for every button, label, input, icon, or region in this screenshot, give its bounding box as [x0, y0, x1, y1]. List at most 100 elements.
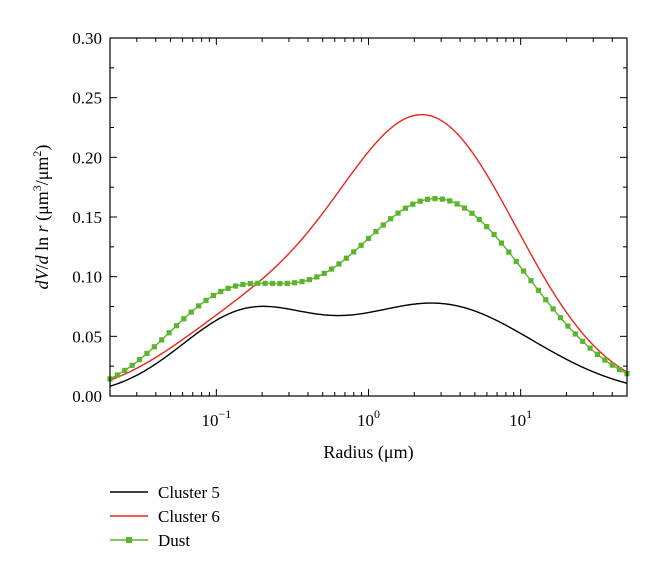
legend-label: Cluster 5 — [158, 483, 220, 502]
data-point — [373, 229, 379, 235]
data-point — [484, 224, 490, 230]
data-point — [181, 316, 187, 322]
data-point — [151, 344, 157, 350]
y-tick-label: 0.00 — [72, 387, 102, 406]
data-point — [144, 350, 150, 357]
y-tick-label: 0.20 — [72, 148, 102, 167]
data-point — [602, 357, 608, 363]
y-tick-label: 0.10 — [72, 268, 102, 287]
y-tick-label: 0.05 — [72, 327, 102, 346]
data-point — [543, 297, 549, 303]
data-point — [565, 323, 571, 329]
legend-item: Dust — [110, 531, 190, 550]
legend-marker — [126, 537, 132, 543]
data-point — [424, 196, 431, 202]
tick-labels-layer: 0.00 0.05 0.10 0.15 0.20 0.25 0.30 10−1 100 101 — [72, 29, 532, 430]
data-point — [196, 303, 202, 309]
data-point — [218, 288, 224, 295]
data-point — [580, 338, 586, 344]
data-point — [365, 235, 372, 242]
data-point — [410, 201, 416, 207]
series-cluster-6 — [109, 113, 628, 381]
data-point — [572, 331, 578, 337]
series-line — [109, 197, 628, 380]
data-point — [617, 367, 623, 373]
data-point — [447, 198, 453, 204]
y-tick-label: 0.25 — [72, 89, 102, 108]
data-point — [203, 297, 209, 303]
data-point — [336, 261, 342, 267]
data-point — [351, 249, 357, 255]
data-point — [292, 280, 298, 286]
data-point — [550, 306, 556, 312]
data-point — [306, 277, 313, 283]
data-point — [136, 357, 143, 363]
data-point — [173, 323, 180, 329]
data-point — [380, 222, 386, 228]
data-point — [388, 216, 394, 222]
data-point — [432, 196, 438, 202]
legend-label: Dust — [158, 531, 190, 550]
data-point — [513, 258, 519, 265]
x-tick-label: 10−1 — [201, 407, 231, 430]
legend-label: Cluster 6 — [158, 507, 220, 526]
data-point — [535, 287, 541, 293]
data-point — [321, 270, 327, 276]
data-point — [159, 337, 165, 343]
data-point — [402, 205, 409, 211]
data-point — [299, 278, 305, 285]
data-point — [277, 280, 283, 287]
data-point — [255, 280, 261, 286]
x-tick-label: 101 — [509, 407, 532, 430]
data-point — [343, 255, 349, 261]
data-point — [232, 283, 239, 289]
data-point — [417, 198, 423, 204]
data-point — [557, 315, 564, 321]
data-point — [587, 345, 593, 351]
data-point — [439, 196, 445, 202]
data-point — [269, 280, 276, 287]
data-point — [521, 268, 527, 274]
data-point — [461, 205, 468, 211]
legend: Cluster 5 Cluster 6 Dust — [110, 483, 220, 550]
data-point — [454, 201, 460, 207]
legend-item: Cluster 5 — [110, 483, 220, 502]
data-point — [247, 281, 253, 287]
data-point — [314, 274, 320, 280]
data-point — [240, 281, 246, 288]
data-point — [262, 280, 268, 286]
plot-frame — [109, 37, 628, 397]
series-layer — [107, 113, 630, 387]
data-point — [358, 242, 364, 248]
data-point — [129, 362, 135, 368]
data-point — [122, 367, 128, 374]
data-point — [284, 280, 290, 286]
data-point — [225, 285, 231, 291]
data-point — [210, 292, 216, 299]
data-point — [528, 278, 534, 284]
data-point — [594, 351, 601, 357]
series-line — [109, 113, 628, 381]
series-dust — [107, 196, 630, 382]
data-point — [498, 240, 505, 246]
data-point — [188, 309, 194, 315]
data-point — [476, 216, 482, 223]
y-tick-label: 0.30 — [72, 29, 102, 48]
y-axis-title: dV/d ln r (μm3/μm2) — [30, 145, 53, 290]
data-point — [609, 362, 615, 368]
legend-item: Cluster 6 — [110, 507, 220, 526]
series-line — [109, 302, 628, 387]
series-cluster-5 — [109, 302, 628, 387]
y-tick-label: 0.15 — [72, 208, 102, 227]
x-axis-title: Radius (μm) — [323, 442, 413, 463]
ticks-layer — [110, 37, 627, 397]
data-point — [166, 330, 172, 336]
data-point — [469, 210, 475, 216]
data-point — [328, 266, 335, 272]
data-point — [506, 249, 512, 255]
x-tick-label: 100 — [357, 407, 380, 430]
data-point — [114, 372, 120, 378]
data-point — [395, 210, 401, 216]
data-point — [491, 231, 497, 238]
